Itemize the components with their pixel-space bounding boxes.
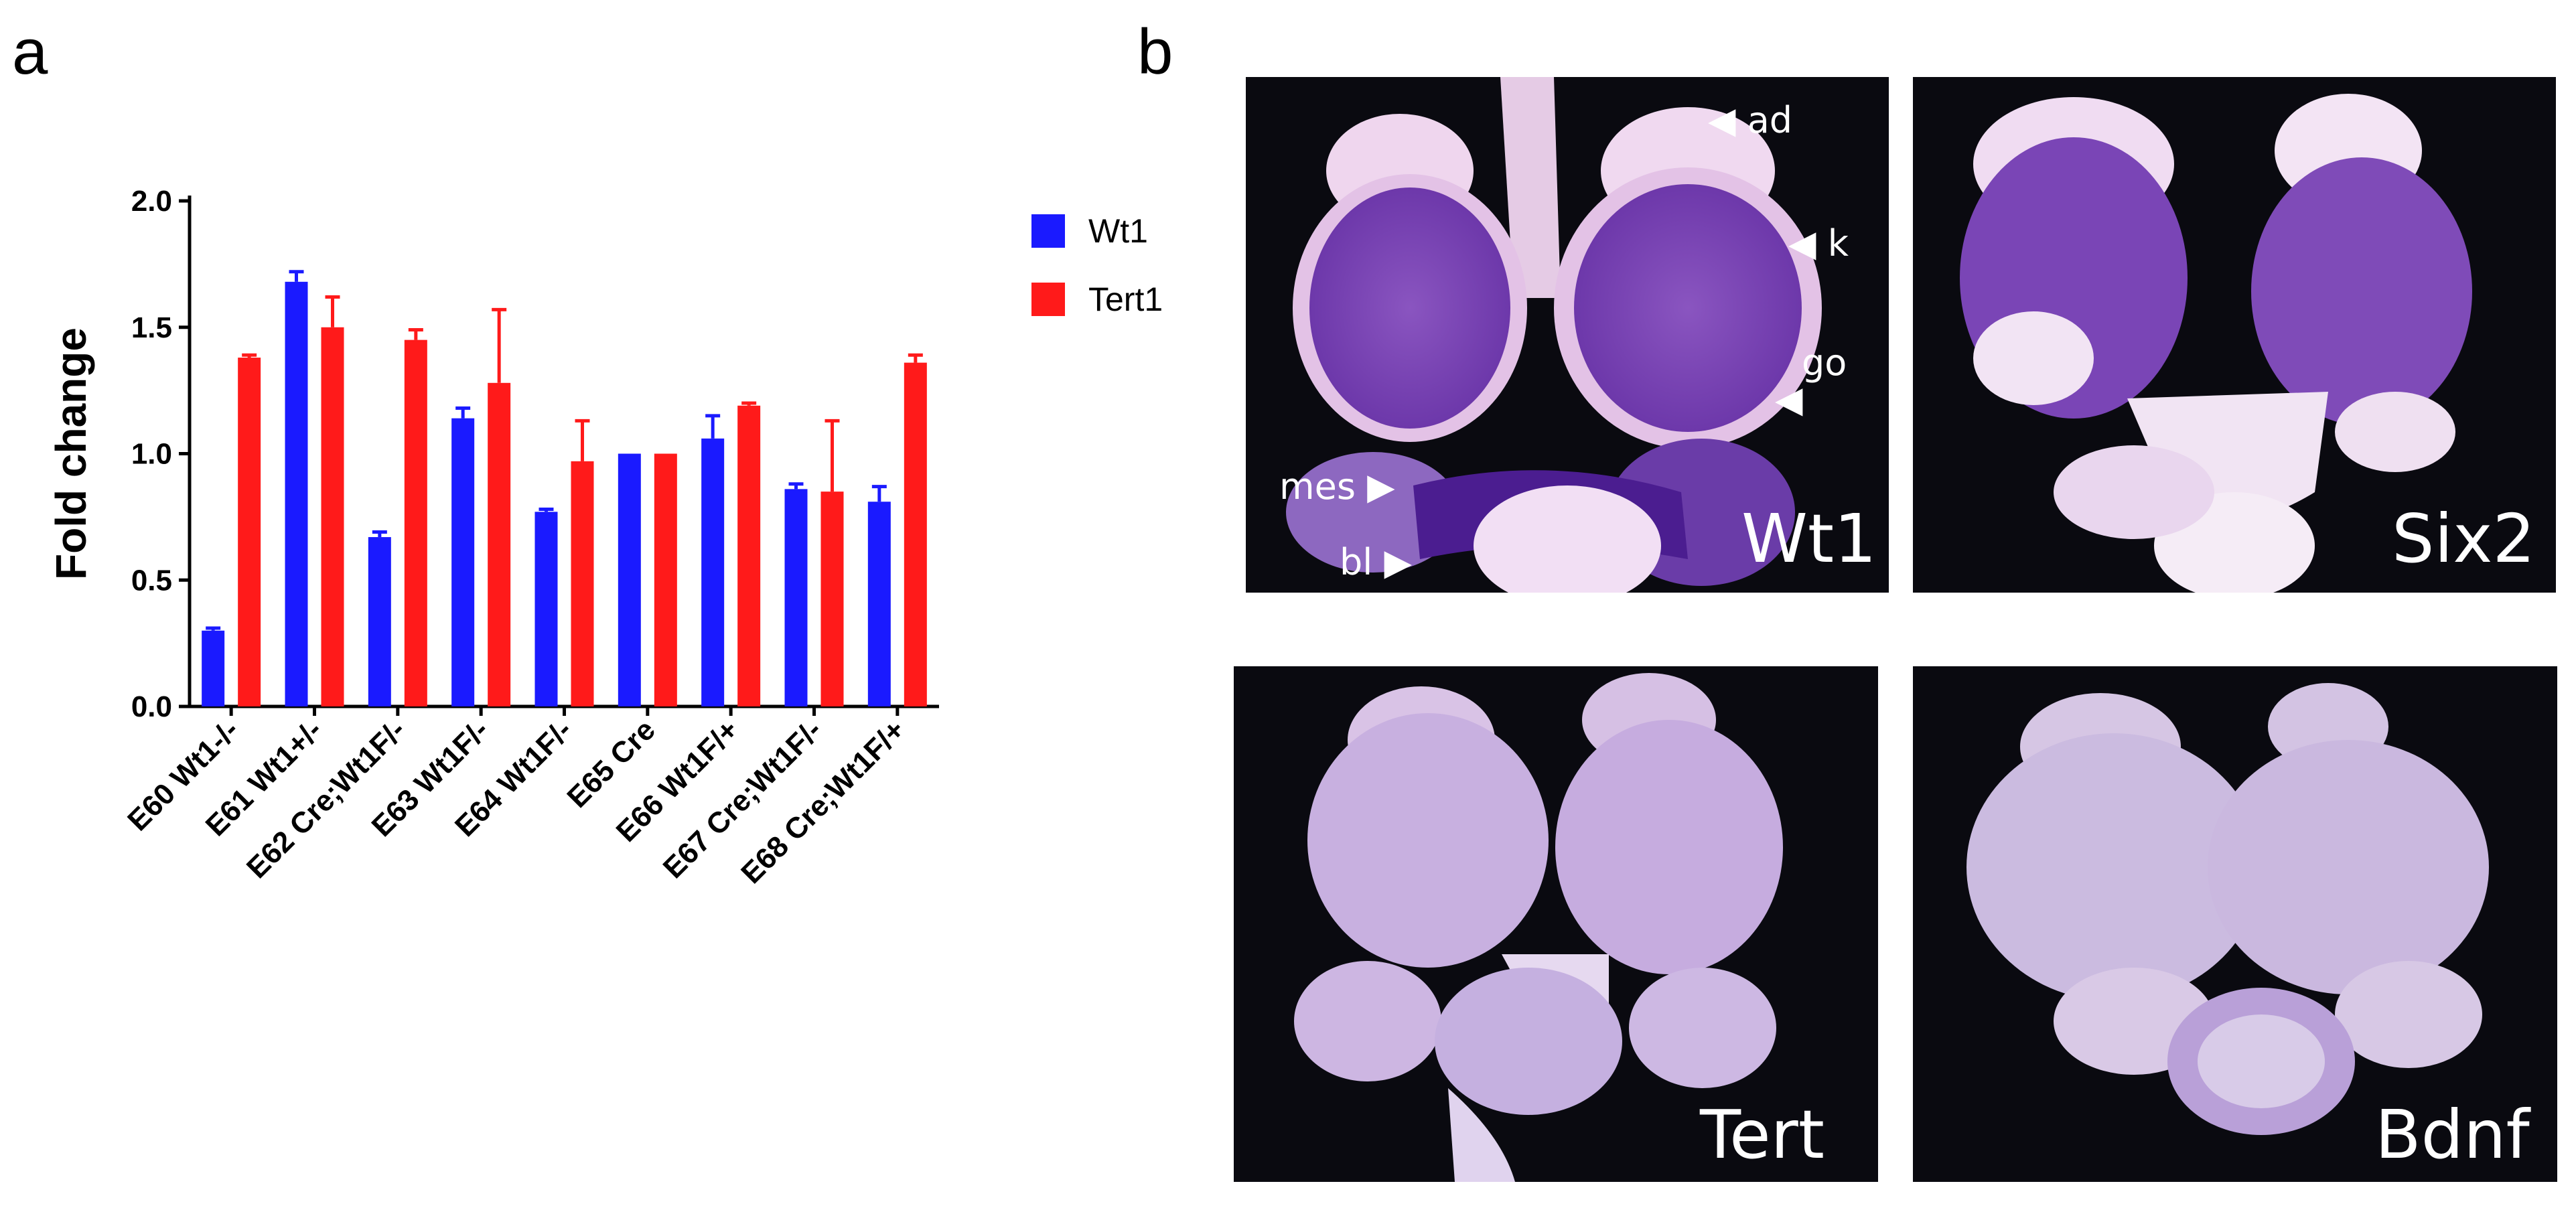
bar-wt1 bbox=[701, 438, 725, 706]
bar-tert1 bbox=[654, 453, 677, 706]
y-tick-label: 2.0 bbox=[131, 185, 172, 218]
legend-label-wt1: Wt1 bbox=[1088, 212, 1148, 250]
bar-tert1 bbox=[571, 461, 594, 706]
bar-wt1 bbox=[867, 502, 891, 706]
panel-b-letter: b bbox=[1137, 16, 1173, 88]
bar-tert1 bbox=[321, 327, 344, 706]
label-bdnf: Bdnf bbox=[2375, 1096, 2530, 1174]
bar-wt1 bbox=[534, 512, 558, 706]
legend-label-tert1: Tert1 bbox=[1088, 281, 1163, 318]
six2-tissue-illustration bbox=[1913, 77, 2556, 593]
bar-wt1 bbox=[618, 453, 641, 706]
annotation-go-arrow: ◀ bbox=[1775, 378, 1803, 421]
bar-tert1 bbox=[404, 340, 427, 706]
annotation-mes: mes ▶ bbox=[1279, 465, 1395, 508]
label-tert: Tert bbox=[1700, 1096, 1824, 1174]
bar-wt1 bbox=[451, 418, 475, 706]
annotation-k: ◀ k bbox=[1788, 222, 1849, 265]
tert-tissue-illustration bbox=[1234, 666, 1878, 1182]
bar-tert1 bbox=[820, 492, 844, 706]
label-wt1: Wt1 bbox=[1741, 500, 1877, 578]
y-tick-label: 1.0 bbox=[131, 438, 172, 471]
annotation-go: go bbox=[1802, 342, 1847, 384]
legend-swatch-wt1 bbox=[1031, 214, 1065, 248]
y-axis-label: Fold change bbox=[47, 327, 95, 580]
label-six2: Six2 bbox=[2392, 500, 2536, 578]
bar-wt1 bbox=[202, 630, 225, 706]
bar-wt1 bbox=[784, 489, 808, 706]
photo-bdnf: Bdnf bbox=[1913, 666, 2557, 1182]
bar-wt1 bbox=[368, 537, 391, 706]
y-tick-label: 1.5 bbox=[131, 311, 172, 344]
wt1-tissue-illustration bbox=[1246, 77, 1889, 593]
photo-wt1: Wt1 ◀ ad ◀ k go ◀ mes ▶ bl ▶ bbox=[1246, 77, 1889, 593]
bar-tert1 bbox=[737, 405, 761, 706]
bar-tert1 bbox=[904, 362, 927, 706]
annotation-ad: ◀ ad bbox=[1708, 99, 1793, 141]
photo-tert: Tert bbox=[1234, 666, 1878, 1182]
y-tick-label: 0.0 bbox=[131, 690, 172, 723]
bar-tert1 bbox=[488, 382, 511, 706]
bar-tert1 bbox=[238, 358, 261, 706]
legend-swatch-tert1 bbox=[1031, 283, 1065, 316]
panel-a-letter: a bbox=[12, 16, 48, 88]
photo-six2: Six2 bbox=[1913, 77, 2556, 593]
bdnf-tissue-illustration bbox=[1913, 666, 2557, 1182]
bar-wt1 bbox=[285, 281, 308, 706]
annotation-bl: bl ▶ bbox=[1340, 541, 1412, 583]
y-tick-label: 0.5 bbox=[131, 564, 172, 597]
